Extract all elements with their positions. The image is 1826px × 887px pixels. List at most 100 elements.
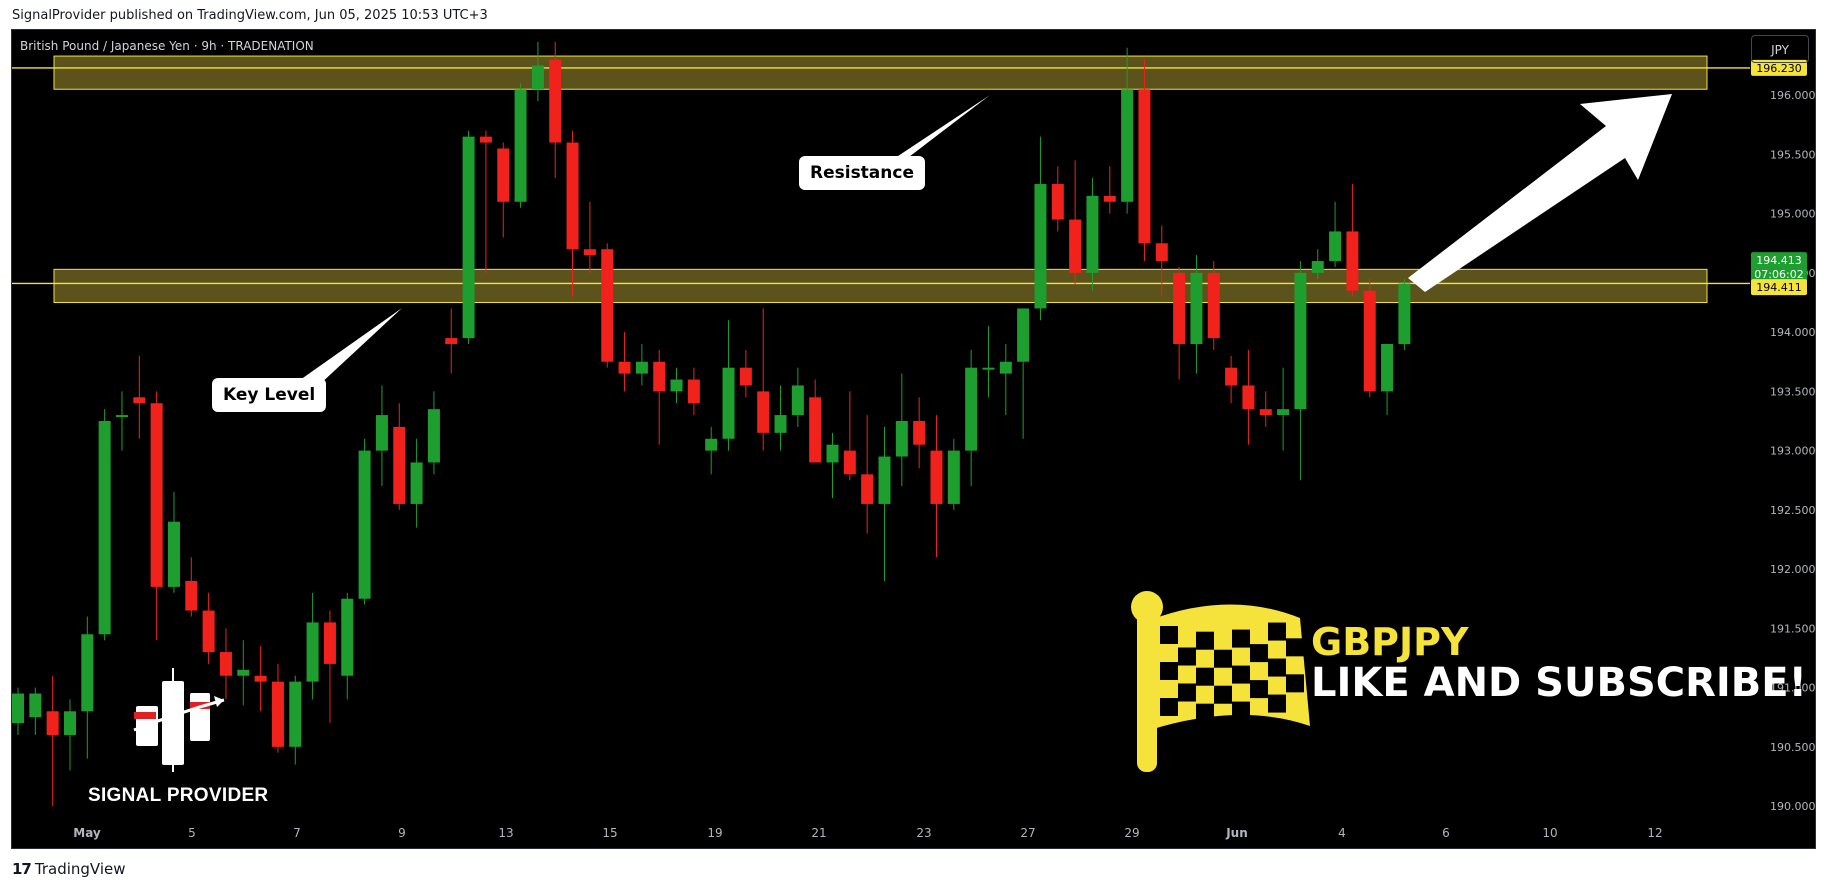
candle-body [445,338,458,344]
candle-body [497,148,510,202]
candle-body [1363,290,1376,392]
y-tick-label: 190.000 [1770,800,1816,813]
candle-body [1259,409,1272,416]
candle-body [861,474,874,504]
candle-body [601,249,614,362]
up-arrow-icon [1408,94,1672,292]
candle-body [115,415,128,418]
candle-body [150,403,163,587]
promo-symbol: GBPJPY [1311,620,1469,664]
candle-body [185,580,198,611]
key-level-zone [53,268,1708,304]
candle-body [566,142,579,250]
candle-body [965,367,978,451]
last-price-tag-text: 194.413 [1756,254,1802,267]
candle-body [427,409,440,463]
candle-body [1225,367,1238,386]
candle-body [81,634,94,712]
candle-body [98,421,111,635]
candle-body [826,444,839,463]
candle-body [289,681,302,747]
candle-body [1173,272,1186,344]
candle-body [133,397,146,404]
candle-body [618,361,631,374]
promo-cta: LIKE AND SUBSCRIBE! [1311,660,1807,706]
candle-body [219,652,232,676]
tradingview-logo[interactable]: 17 TradingView [12,860,126,878]
tradingview-wordmark: TradingView [34,860,126,878]
resistance-price-tag-box [1751,59,1807,76]
candle-body [687,379,700,404]
candle-body [670,379,683,392]
y-tick-label: 194.000 [1770,326,1816,339]
candle-body [1207,272,1220,339]
candle-body [358,450,371,599]
candle-body [653,361,666,392]
x-tick-label: 12 [1647,826,1662,840]
candle-body [46,711,59,735]
candle-body [1103,195,1116,202]
candle-body [323,622,336,664]
currency-button[interactable]: JPY [1751,35,1809,63]
candle-body [479,136,492,143]
candle-body [202,610,215,653]
resistance-pointer [880,95,990,168]
signal-provider-logo-icon [133,668,225,772]
x-tick-label: 10 [1542,826,1557,840]
candle-body [375,415,388,451]
key-level-pointer [300,308,402,386]
x-tick-label: 15 [602,826,617,840]
candle-body [1155,243,1168,262]
y-tick-label: 192.000 [1770,563,1816,576]
candle-body [1311,261,1324,273]
last-price-tag-box [1751,252,1807,285]
key-level-price-tag-text: 194.411 [1756,281,1802,294]
candle-body [1329,231,1342,262]
candle-body [410,462,423,504]
x-tick-label: 9 [398,826,406,840]
x-tick-label: Jun [1225,826,1248,840]
x-tick-label: 5 [188,826,196,840]
candle-body [843,450,856,475]
candle-body [791,385,804,416]
publish-info: SignalProvider published on TradingView.… [12,8,488,23]
x-tick-label: 19 [707,826,722,840]
candle-body [341,598,354,676]
x-tick-label: 29 [1124,826,1139,840]
candle-body [254,675,267,682]
y-tick-label: 193.000 [1770,445,1816,458]
resistance-callout: Resistance [799,156,925,190]
candle-body [393,426,406,504]
candle-body [583,249,596,256]
candle-body [271,681,284,747]
y-tick-label: 196.000 [1770,89,1816,102]
candle-body [982,367,995,370]
x-tick-label: May [73,826,101,840]
candle-body [549,59,562,143]
x-tick-label: 4 [1338,826,1346,840]
candle-body [12,693,24,724]
candle-body [757,391,770,433]
candle-body [1398,283,1411,344]
y-tick-label: 195.500 [1770,148,1816,161]
candle-body [1086,195,1099,273]
key-level-price-tag-box [1751,279,1807,296]
x-tick-label: 27 [1020,826,1035,840]
brand-name: SIGNAL PROVIDER [88,785,269,806]
checkered-flag-icon [1131,591,1310,772]
candle-body [1294,272,1307,410]
y-tick-label: 195.000 [1770,208,1816,221]
x-tick-label: 13 [498,826,513,840]
candle-body [895,421,908,457]
candle-body [1242,385,1255,410]
candle-body [739,367,752,386]
candle-body [809,397,822,463]
candle-body [913,421,926,445]
candle-body [306,622,319,682]
key-level-callout: Key Level [212,378,327,412]
x-tick-label: 7 [293,826,301,840]
x-tick-label: 6 [1442,826,1450,840]
symbol-title: British Pound / Japanese Yen · 9h · TRAD… [20,39,314,53]
y-tick-label: 193.500 [1770,385,1816,398]
